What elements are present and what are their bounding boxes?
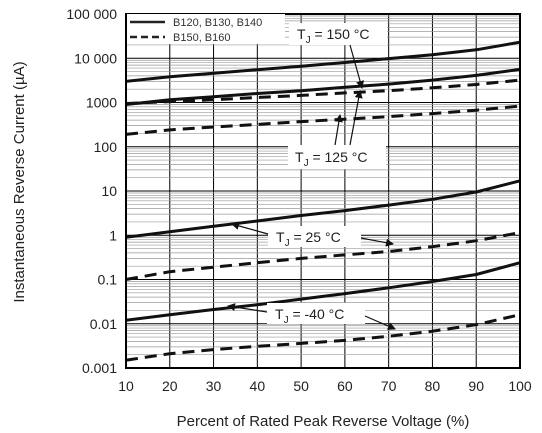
x-tick-labels: 10 20 30 40 50 60 70 80 90 100 (118, 378, 532, 394)
temperature-label-text: TJ = -40 °C (275, 306, 344, 326)
x-tick-label: 20 (162, 378, 178, 394)
leader-arrow (349, 90, 363, 146)
x-tick-label: 10 (118, 378, 134, 394)
leader-arrow (360, 237, 394, 247)
legend-box (127, 14, 285, 44)
series-line-dashed (125, 78, 521, 105)
y-tick-label: 1 (109, 227, 117, 243)
legend: B120, B130, B140 B150, B160 (127, 14, 285, 44)
y-tick-label: 0.001 (82, 360, 117, 376)
x-tick-label: 30 (206, 378, 222, 394)
temperature-label: TJ = 25 °C (231, 222, 394, 249)
x-tick-label: 90 (468, 378, 484, 394)
temperature-label-bg (289, 23, 387, 45)
series-line-dashed (125, 313, 521, 362)
y-tick-label: 10 000 (74, 50, 117, 66)
leader-arrow (349, 44, 364, 89)
y-tick-label: 0.1 (98, 272, 118, 288)
x-tick-label: 100 (508, 378, 532, 394)
temperature-label-bg (268, 226, 361, 247)
x-tick-label: 50 (293, 378, 309, 394)
plot-frame (125, 13, 521, 369)
leader-arrow (334, 114, 343, 146)
x-tick-label: 40 (250, 378, 266, 394)
temperature-label-text: TJ = 25 °C (276, 229, 341, 249)
leader-arrow (231, 222, 269, 235)
leader-arrow (364, 315, 396, 330)
legend-dashed-label: B150, B160 (173, 32, 231, 44)
y-tick-labels: 0.001 0.01 0.1 1 10 100 1000 10 000 100 000 (66, 6, 117, 376)
temperature-label: TJ = 125 °C (288, 90, 386, 169)
leader-arrow (227, 303, 268, 313)
temperature-label-text: TJ = 150 °C (297, 26, 369, 46)
series-line-solid (125, 67, 521, 106)
series-line-dashed (125, 231, 521, 281)
legend-solid-label: B120, B130, B140 (173, 17, 262, 29)
x-tick-label: 80 (425, 378, 441, 394)
x-tick-label: 70 (381, 378, 397, 394)
y-tick-label: 1000 (86, 95, 117, 111)
temperature-label-bg (267, 303, 365, 324)
series-line-dashed (125, 104, 521, 136)
y-tick-label: 100 (94, 139, 118, 155)
x-axis-label: Percent of Rated Peak Reverse Voltage (%… (177, 413, 470, 430)
series-line-solid (125, 261, 521, 322)
temperature-label: TJ = -40 °C (227, 303, 396, 330)
y-tick-label: 10 (101, 183, 117, 199)
temperature-label: TJ = 150 °C (289, 23, 387, 89)
y-tick-label: 100 000 (66, 6, 117, 22)
series-lines (125, 40, 521, 362)
temperature-label-text: TJ = 125 °C (295, 149, 367, 169)
temperature-annotations: TJ = 150 °C TJ = 125 °C TJ = 25 °C TJ = -40… (227, 23, 396, 330)
temperature-label-bg (288, 145, 386, 169)
series-line-solid (125, 179, 521, 239)
y-axis-label: Instantaneous Reverse Current (µA) (11, 61, 28, 302)
y-tick-label: 0.01 (90, 316, 117, 332)
x-tick-label: 60 (337, 378, 353, 394)
series-line-solid (125, 40, 521, 83)
